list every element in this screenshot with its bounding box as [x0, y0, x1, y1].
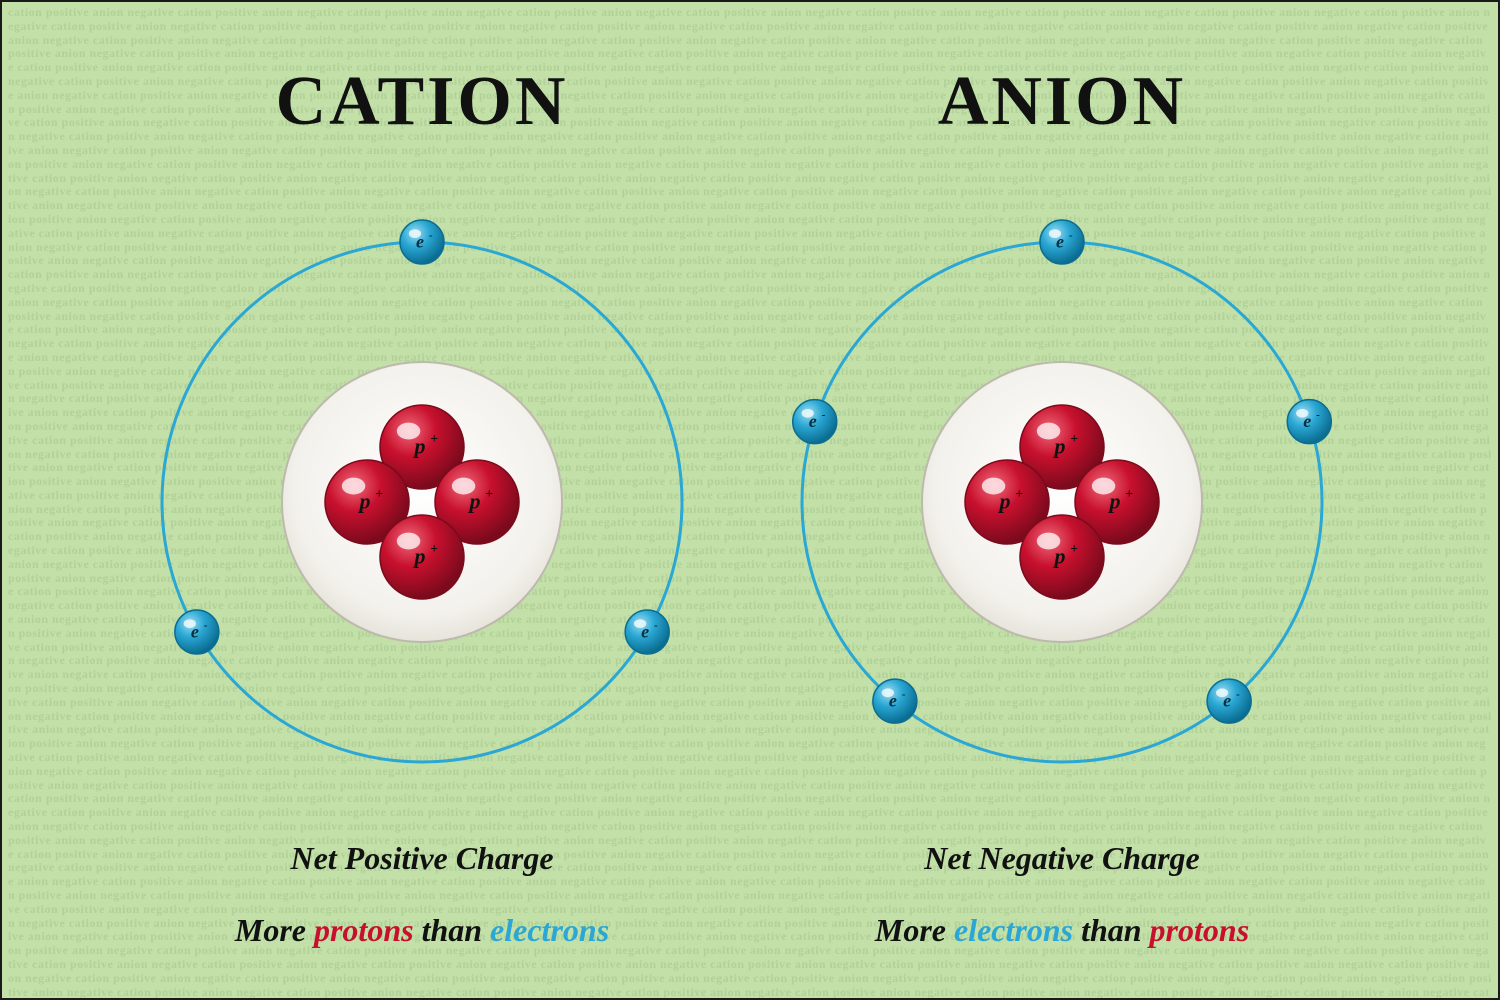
- svg-text:e: e: [1056, 231, 1064, 251]
- svg-text:+: +: [430, 431, 438, 446]
- svg-text:+: +: [1015, 486, 1023, 501]
- infographic-stage: cation positive anion negative cation po…: [0, 0, 1500, 1000]
- svg-text:p: p: [468, 489, 481, 514]
- svg-text:-: -: [204, 620, 208, 632]
- anion-detail-line: More electrons than protons: [875, 912, 1249, 949]
- cation-charge-line: Net Positive Charge: [290, 840, 553, 877]
- cation-atom-diagram: p+p+p+p+e-e-e-: [132, 212, 712, 792]
- svg-text:-: -: [1316, 409, 1320, 421]
- anion-charge-line: Net Negative Charge: [924, 840, 1200, 877]
- detail-prefix: More: [235, 912, 314, 948]
- svg-text:p: p: [1053, 544, 1066, 569]
- cation-highlight-word-1: protons: [314, 912, 414, 948]
- svg-text:p: p: [413, 544, 426, 569]
- anion-title: ANION: [938, 62, 1186, 142]
- svg-text:e: e: [809, 411, 817, 431]
- svg-text:-: -: [1069, 230, 1073, 242]
- svg-text:e: e: [191, 621, 199, 641]
- cation-title: CATION: [276, 62, 569, 142]
- svg-text:p: p: [1053, 434, 1066, 459]
- svg-text:p: p: [1108, 489, 1121, 514]
- cation-highlight-word-2: electrons: [490, 912, 609, 948]
- svg-text:p: p: [413, 434, 426, 459]
- svg-text:+: +: [430, 541, 438, 556]
- svg-text:-: -: [654, 620, 658, 632]
- svg-text:e: e: [889, 691, 897, 711]
- svg-text:+: +: [1125, 486, 1133, 501]
- svg-text:e: e: [1303, 411, 1311, 431]
- anion-atom-diagram: p+p+p+p+e-e-e-e-e-: [772, 212, 1352, 792]
- svg-text:+: +: [1070, 431, 1078, 446]
- anion-highlight-word-2: protons: [1150, 912, 1250, 948]
- svg-text:e: e: [416, 231, 424, 251]
- anion-highlight-word-1: electrons: [954, 912, 1073, 948]
- cation-detail-line: More protons than electrons: [235, 912, 609, 949]
- detail-mid: than: [1073, 912, 1149, 948]
- svg-text:-: -: [429, 230, 433, 242]
- svg-text:+: +: [375, 486, 383, 501]
- svg-text:+: +: [1070, 541, 1078, 556]
- svg-text:-: -: [902, 689, 906, 701]
- svg-text:-: -: [1236, 689, 1240, 701]
- svg-text:-: -: [822, 409, 826, 421]
- svg-text:+: +: [485, 486, 493, 501]
- svg-text:p: p: [358, 489, 371, 514]
- detail-mid: than: [414, 912, 490, 948]
- svg-text:e: e: [1223, 691, 1231, 711]
- svg-text:e: e: [641, 621, 649, 641]
- detail-prefix: More: [875, 912, 954, 948]
- svg-text:p: p: [998, 489, 1011, 514]
